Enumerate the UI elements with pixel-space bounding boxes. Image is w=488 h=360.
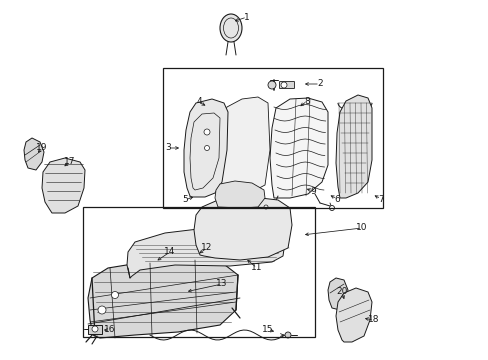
- Circle shape: [92, 326, 98, 332]
- Polygon shape: [335, 288, 371, 342]
- Text: 4: 4: [196, 98, 202, 107]
- Text: 15: 15: [262, 325, 273, 334]
- Text: 17: 17: [64, 158, 76, 166]
- Circle shape: [111, 292, 118, 298]
- Text: 5: 5: [182, 195, 187, 204]
- Text: 18: 18: [367, 315, 379, 324]
- Polygon shape: [269, 98, 327, 198]
- Polygon shape: [194, 197, 291, 260]
- Polygon shape: [335, 95, 371, 198]
- Text: 11: 11: [251, 264, 262, 273]
- Polygon shape: [127, 227, 285, 278]
- Polygon shape: [327, 278, 347, 310]
- Text: 7: 7: [377, 194, 383, 203]
- Text: 14: 14: [164, 248, 175, 256]
- Text: 9: 9: [309, 186, 315, 195]
- Circle shape: [204, 145, 209, 150]
- Text: 6: 6: [333, 194, 339, 203]
- Bar: [83, 207, 314, 337]
- Polygon shape: [42, 158, 85, 213]
- Text: 3: 3: [165, 144, 170, 153]
- Circle shape: [329, 206, 334, 211]
- Polygon shape: [88, 260, 238, 338]
- Polygon shape: [183, 99, 227, 197]
- Text: 8: 8: [304, 96, 309, 105]
- Text: 12: 12: [201, 243, 212, 252]
- Bar: [88, 325, 102, 334]
- Text: 2: 2: [317, 80, 322, 89]
- Circle shape: [203, 129, 209, 135]
- Circle shape: [267, 81, 275, 89]
- Text: 20: 20: [336, 288, 347, 297]
- Polygon shape: [24, 138, 44, 170]
- Circle shape: [98, 306, 106, 314]
- Polygon shape: [215, 181, 264, 208]
- Text: 19: 19: [36, 144, 48, 153]
- Circle shape: [281, 82, 286, 88]
- Ellipse shape: [220, 14, 242, 42]
- Text: 1: 1: [244, 13, 249, 22]
- Text: 10: 10: [356, 224, 367, 233]
- Text: 16: 16: [104, 325, 116, 334]
- Circle shape: [264, 205, 267, 209]
- Circle shape: [285, 332, 290, 338]
- Bar: [163, 68, 382, 208]
- Polygon shape: [218, 97, 269, 196]
- FancyBboxPatch shape: [279, 81, 294, 89]
- Text: 13: 13: [216, 279, 227, 288]
